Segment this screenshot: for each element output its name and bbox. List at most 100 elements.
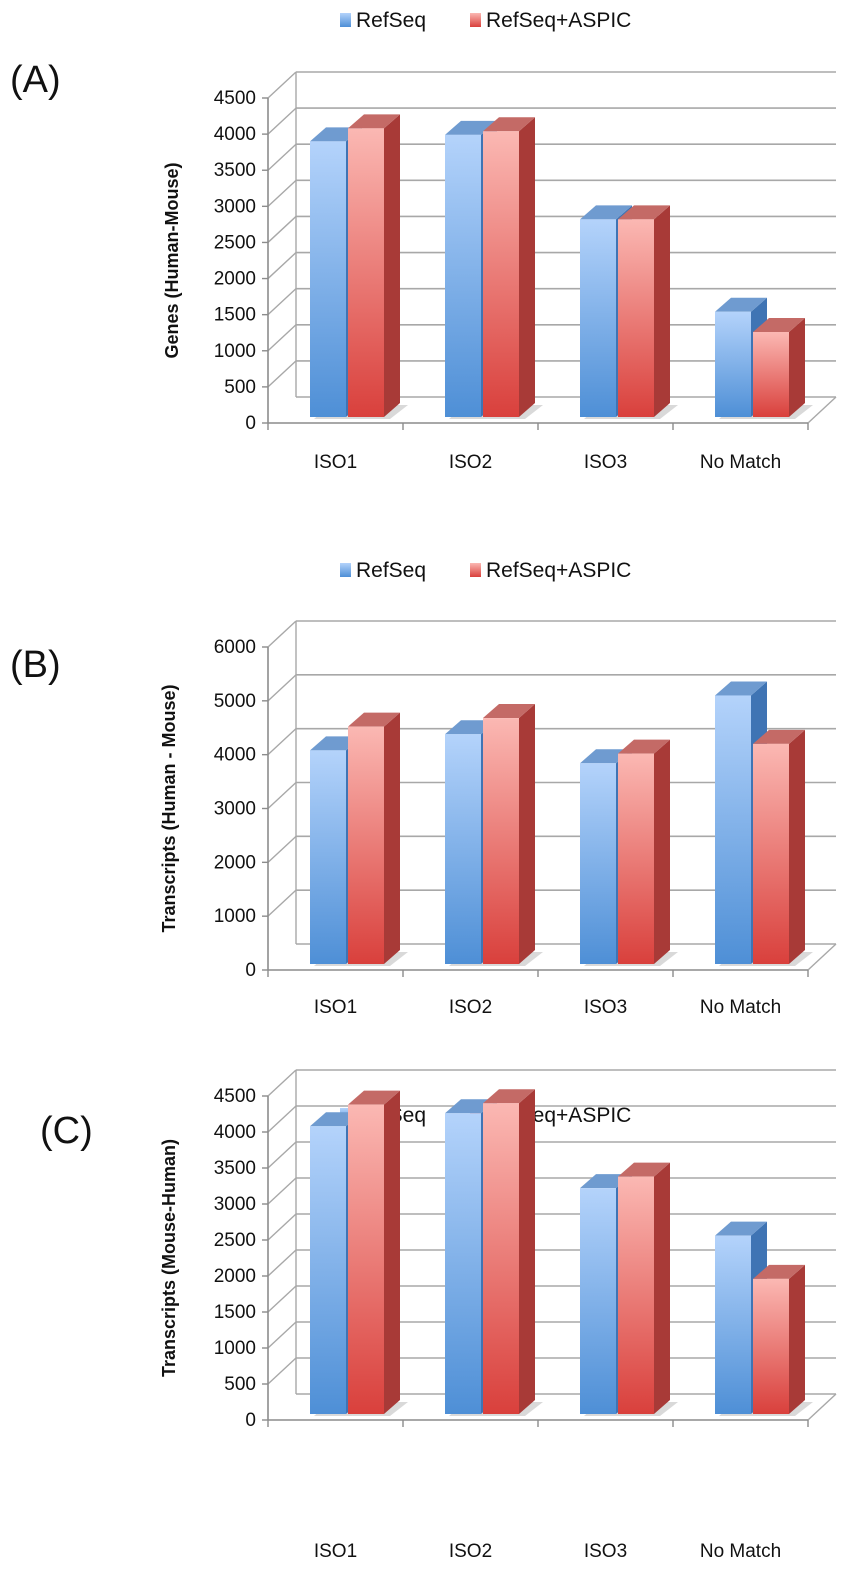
bar-side [654,1162,670,1414]
gridline-side [267,781,297,810]
x-tick-label: ISO3 [584,1541,627,1562]
bar-top [753,729,805,744]
bar-side [654,205,670,417]
bars [310,114,813,419]
legend: RefSeq RefSeq+ASPIC [340,9,631,32]
bar-refseq-aspic-iso3 [618,739,678,966]
y-tick-label: 1500 [214,1302,256,1323]
y-tick-label: 4500 [214,1086,256,1107]
bar-front [715,1235,751,1414]
bar-front [445,1113,481,1414]
gridline-side [267,1141,297,1169]
panel-label: (A) [10,59,61,101]
y-tick-label: 0 [245,1410,256,1431]
y-tick-label: 500 [224,377,256,398]
y-tick-label: 500 [224,1374,256,1395]
gridline-side [267,1069,297,1097]
bar-top [715,681,767,696]
y-tick-label: 3500 [214,160,256,181]
x-tick-label: ISO3 [584,452,627,473]
panel-label: (B) [10,644,61,686]
bar-top [618,739,670,754]
x-tick-label: No Match [700,997,781,1018]
x-tick-label: ISO2 [449,452,492,473]
gridline-side [267,1285,297,1313]
gridline-side [267,215,297,243]
y-tick-label: 1000 [214,906,256,927]
y-tick-label: 3000 [214,196,256,217]
gridline-side [267,71,297,99]
bar-front [618,753,654,964]
bar-side [519,117,535,417]
y-tick-label: 4000 [214,745,256,766]
bar-top [483,1089,535,1104]
x-tick-label: No Match [700,452,781,473]
floor-right-edge [807,1393,837,1421]
x-tick-label: ISO1 [314,997,357,1018]
y-tick-label: 4000 [214,1122,256,1143]
y-axis: 0 1000 2000 3000 4000 5000 6000 [214,637,269,981]
bar-top [753,318,805,332]
bar-side [789,318,805,417]
y-tick-label: 1000 [214,341,256,362]
bar-refseq-aspic-no-match [753,318,813,419]
bar-refseq-aspic-iso1 [348,712,408,966]
gridline-side [267,107,297,135]
y-tick-label: 2500 [214,232,256,253]
bar-front [310,1126,346,1414]
gridline-side [267,889,297,917]
bar-top [348,712,400,727]
legend-label-refseq: RefSeq [356,559,426,582]
x-tick-label: ISO1 [314,1541,357,1562]
y-tick-label: 6000 [214,637,256,658]
y-tick-label: 2000 [214,852,256,873]
y-tick-label: 0 [245,413,256,434]
bar-front [483,718,519,964]
bar-top [715,1221,767,1236]
y-axis: 0 500 1000 1500 2000 2500 3000 3500 4000 4500 [214,1086,269,1431]
bar-front [753,1278,789,1414]
gridline-side [267,728,297,756]
gridline-side [267,835,297,863]
legend-swatch-refseq-aspic [470,13,481,27]
gridline-side [267,288,297,316]
legend-label-refseq-aspic: RefSeq+ASPIC [486,9,631,32]
gridline-side [267,1357,297,1385]
bar-refseq-aspic-iso3 [618,205,678,419]
legend: RefSeq RefSeq+ASPIC [340,559,631,582]
bar-top [753,1264,805,1279]
chart-panel-c: RefSeqRefSeq+ASPIC(C)0500100015002000250… [0,1069,849,1593]
gridline-side [267,143,297,171]
floor-right-edge [807,396,837,424]
bar-refseq-aspic-no-match [753,1264,813,1416]
bar-side [789,729,805,964]
bar-front [580,1188,616,1414]
bar-front [483,1103,519,1414]
y-axis: 0 500 1000 1500 2000 2500 3000 3500 4000 4500 [214,88,269,434]
chart-svg: RefSeq RefSeq+ASPIC (B) 0 1000 2000 3000 4000 50… [10,559,837,1018]
y-tick-label: 0 [245,960,256,981]
y-axis-title: Transcripts (Human - Mouse) [159,684,179,932]
bar-front [618,1176,654,1414]
gridline-side [267,252,297,280]
bar-refseq-aspic-no-match [753,729,813,966]
bar-side [384,712,400,964]
y-tick-label: 1000 [214,1338,256,1359]
bar-refseq-aspic-iso3 [618,1162,678,1416]
bar-refseq-aspic-iso1 [348,114,408,419]
y-tick-label: 2500 [214,1230,256,1251]
bars [310,1089,813,1416]
gridline-side [267,360,297,388]
bar-side [519,1089,535,1414]
bar-refseq-aspic-iso2 [483,704,543,966]
bar-top [483,704,535,719]
chart-svg: RefSeq RefSeq+ASPIC (A) 0 500 1000 1500 2000 250… [10,9,837,473]
legend-swatch-refseq [340,563,351,577]
floor-right-edge [807,943,837,971]
bar-refseq-aspic-iso2 [483,1089,543,1416]
bars [310,681,813,966]
bar-front [348,128,384,418]
y-tick-label: 4500 [214,88,256,109]
bar-top [715,297,767,312]
y-tick-label: 3000 [214,799,256,820]
